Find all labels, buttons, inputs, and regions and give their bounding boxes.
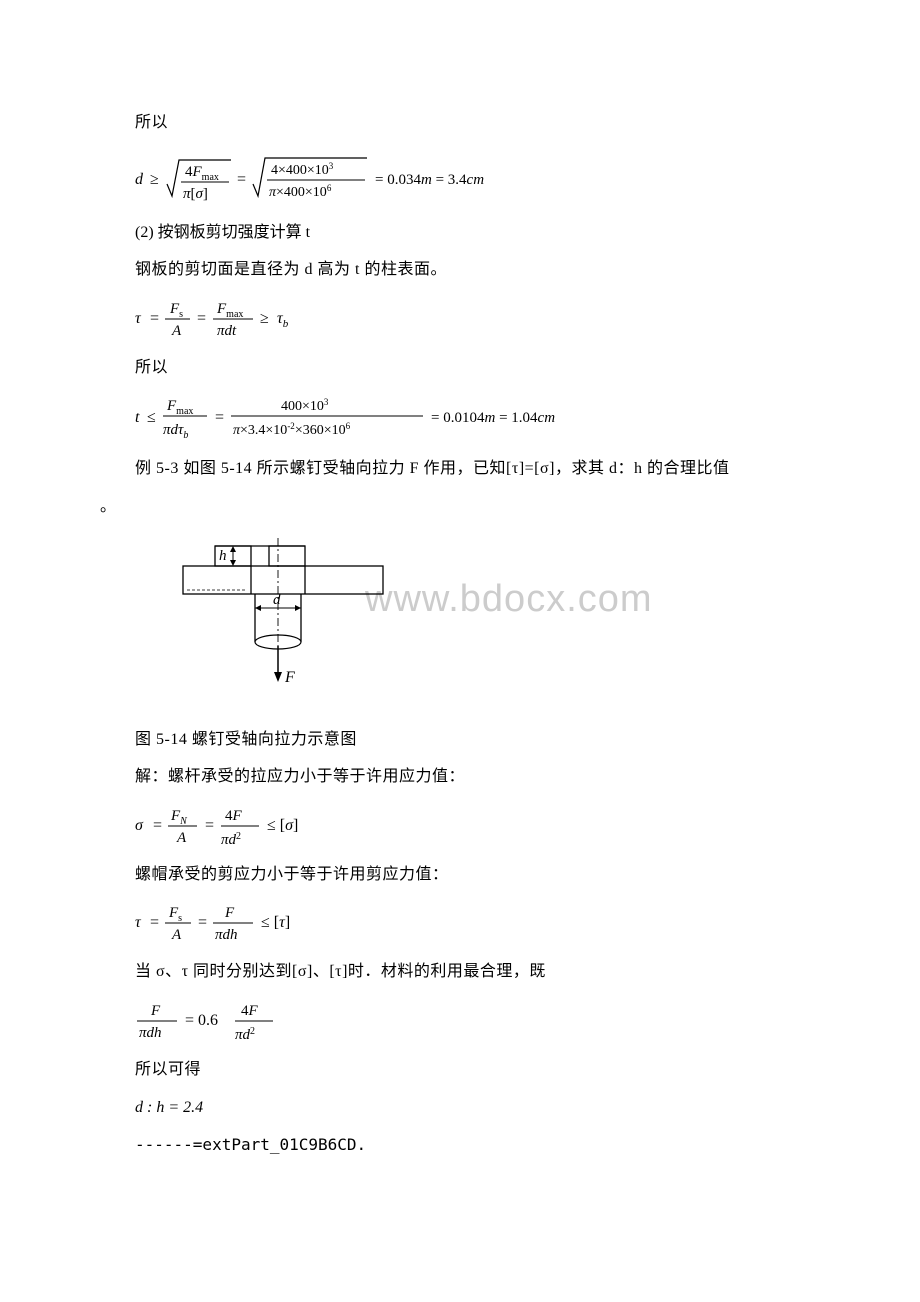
svg-text:=: =	[197, 310, 206, 327]
svg-text:πdh: πdh	[215, 927, 238, 943]
svg-text:=: =	[150, 310, 159, 327]
figure-caption: 图 5-14 螺钉受轴向拉力示意图	[135, 727, 785, 753]
text-period: 。	[100, 494, 785, 520]
svg-text:F: F	[224, 905, 235, 921]
text-simultaneous: 当 σ、τ 同时分别达到[σ]、[τ]时．材料的利用最合理，既	[135, 959, 785, 985]
svg-text:τ: τ	[135, 914, 142, 931]
svg-text:τb: τb	[277, 310, 289, 330]
svg-text:=: =	[205, 817, 214, 834]
svg-text:π×3.4×10-2×360×106: π×3.4×10-2×360×106	[233, 421, 351, 438]
svg-text:=: =	[150, 914, 159, 931]
svg-text:Fs: Fs	[168, 905, 182, 924]
svg-text:= 0.034m = 3.4cm: = 0.034m = 3.4cm	[375, 172, 484, 188]
svg-text:=: =	[198, 914, 207, 931]
text-shear-cap: 螺帽承受的剪应力小于等于许用剪应力值：	[135, 862, 785, 888]
svg-text:4F: 4F	[225, 808, 243, 824]
example-text: 例 5-3 如图 5-14 所示螺钉受轴向拉力 F 作用，已知[τ]=[σ]，求…	[135, 460, 729, 477]
svg-text:F: F	[150, 1003, 161, 1019]
svg-text:= 0.0104m = 1.04cm: = 0.0104m = 1.04cm	[431, 410, 555, 426]
svg-text:h: h	[219, 548, 227, 564]
svg-text:d: d	[135, 171, 144, 188]
equation-d-solve: d ≥ 4Fmax π[σ] = 4×400×103 π×400×106 = 0…	[135, 148, 785, 206]
svg-text:≤ [σ]: ≤ [σ]	[267, 817, 298, 834]
svg-text:FN: FN	[170, 808, 188, 827]
svg-text:=: =	[237, 171, 246, 188]
svg-text:d: d	[273, 592, 281, 608]
svg-text:=: =	[215, 409, 224, 426]
svg-text:π×400×106: π×400×106	[269, 183, 332, 200]
svg-text:400×103: 400×103	[281, 397, 329, 414]
svg-text:A: A	[176, 830, 187, 846]
equation-t-solve: t ≤ Fmax πdτb = 400×103 π×3.4×10-2×360×1…	[135, 392, 785, 442]
text-solution-tensile: 解：螺杆承受的拉应力小于等于许用应力值：	[135, 764, 785, 790]
text-so-1: 所以	[135, 110, 785, 136]
svg-text:τ: τ	[135, 310, 142, 327]
equation-result: d : h = 2.4	[135, 1095, 785, 1121]
svg-text:πd2: πd2	[235, 1026, 255, 1043]
svg-text:t: t	[135, 409, 140, 426]
svg-text:πdh: πdh	[139, 1025, 162, 1041]
svg-text:≤ [τ]: ≤ [τ]	[261, 914, 290, 931]
svg-text:Fmax: Fmax	[216, 301, 243, 320]
equation-tau-2: τ = Fs A = F πdh ≤ [τ]	[135, 899, 785, 945]
svg-text:4F: 4F	[241, 1003, 259, 1019]
svg-text:4Fmax: 4Fmax	[185, 164, 219, 183]
svg-text:Fs: Fs	[169, 301, 183, 320]
svg-text:A: A	[171, 927, 182, 943]
svg-text:= 0.6: = 0.6	[185, 1012, 218, 1029]
svg-text:≥: ≥	[260, 310, 269, 327]
svg-text:Fmax: Fmax	[166, 398, 193, 417]
svg-text:πd2: πd2	[221, 831, 241, 848]
svg-text:=: =	[153, 817, 162, 834]
text-so-2: 所以	[135, 355, 785, 381]
svg-text:4×400×103: 4×400×103	[271, 161, 334, 178]
text-section-2: (2) 按钢板剪切强度计算 t	[135, 220, 785, 246]
text-example-5-3: 例 5-3 如图 5-14 所示螺钉受轴向拉力 F 作用，已知[τ]=[σ]，求…	[135, 456, 785, 482]
figure-5-14: www.bdocx.com h	[175, 534, 785, 709]
svg-text:σ: σ	[135, 817, 144, 834]
footer-extpart: ------=extPart_01C9B6CD.	[135, 1132, 785, 1158]
text-shear-surface: 钢板的剪切面是直径为 d 高为 t 的柱表面。	[135, 257, 785, 283]
svg-text:π[σ]: π[σ]	[183, 186, 208, 202]
svg-text:≥: ≥	[150, 171, 159, 188]
equation-tau: τ = Fs A = Fmax πdt ≥ τb	[135, 295, 785, 341]
equation-sigma: σ = FN A = 4F πd2 ≤ [σ]	[135, 802, 785, 848]
svg-text:πdτb: πdτb	[163, 422, 188, 441]
equation-ratio: F πdh = 0.6 4F πd2	[135, 997, 785, 1043]
svg-text:≤: ≤	[147, 409, 156, 426]
svg-text:F: F	[284, 669, 295, 686]
svg-text:πdt: πdt	[217, 323, 237, 339]
svg-text:A: A	[171, 323, 182, 339]
text-therefore: 所以可得	[135, 1057, 785, 1083]
